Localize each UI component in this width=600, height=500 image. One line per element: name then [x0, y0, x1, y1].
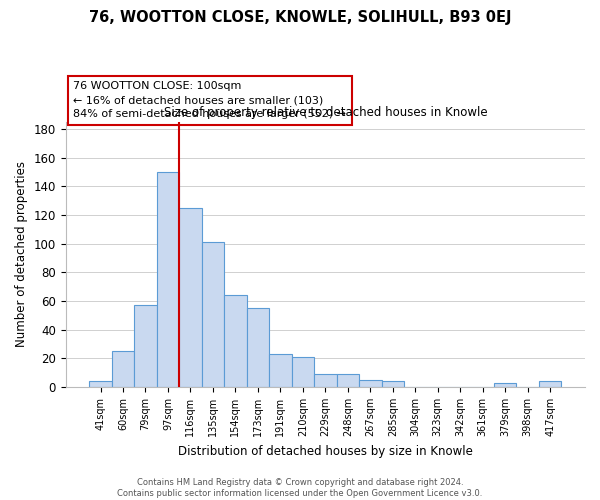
Bar [247, 308, 269, 387]
Title: Size of property relative to detached houses in Knowle: Size of property relative to detached ho… [164, 106, 487, 120]
Bar [179, 208, 202, 387]
Bar [539, 382, 562, 387]
X-axis label: Distribution of detached houses by size in Knowle: Distribution of detached houses by size … [178, 444, 473, 458]
Text: Contains HM Land Registry data © Crown copyright and database right 2024.
Contai: Contains HM Land Registry data © Crown c… [118, 478, 482, 498]
Text: 76 WOOTTON CLOSE: 100sqm
← 16% of detached houses are smaller (103)
84% of semi-: 76 WOOTTON CLOSE: 100sqm ← 16% of detach… [73, 81, 346, 119]
Text: 76, WOOTTON CLOSE, KNOWLE, SOLIHULL, B93 0EJ: 76, WOOTTON CLOSE, KNOWLE, SOLIHULL, B93… [89, 10, 511, 25]
Bar [292, 357, 314, 387]
Bar [224, 296, 247, 387]
Bar [494, 383, 517, 387]
Bar [134, 306, 157, 387]
Y-axis label: Number of detached properties: Number of detached properties [15, 162, 28, 348]
Bar [157, 172, 179, 387]
Bar [359, 380, 382, 387]
Bar [382, 382, 404, 387]
Bar [112, 351, 134, 387]
Bar [269, 354, 292, 387]
Bar [314, 374, 337, 387]
Bar [202, 242, 224, 387]
Bar [89, 382, 112, 387]
Bar [337, 374, 359, 387]
